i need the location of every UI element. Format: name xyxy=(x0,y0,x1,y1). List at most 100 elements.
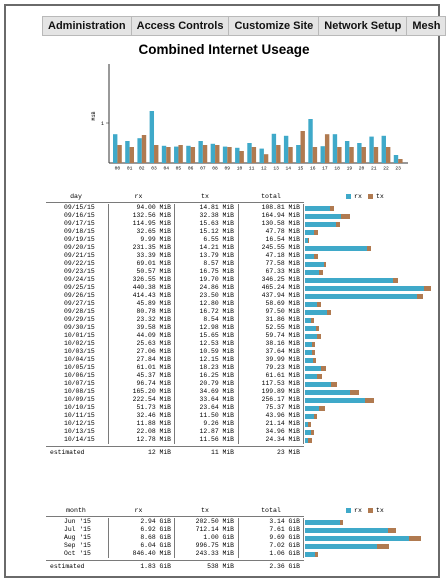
daily-row: 09/21/15 33.39 MiB 13.79 MiB 47.18 MiB xyxy=(46,252,426,260)
daily-row: 10/10/15 51.73 MiB 23.64 MiB 75.37 MiB xyxy=(46,404,426,412)
rx-usage-bar xyxy=(305,519,341,525)
y-tick-label: 1 xyxy=(101,121,104,127)
tx-bar xyxy=(117,145,122,163)
tx-usage-bar xyxy=(313,413,317,419)
estimated-rx: 12 MiB xyxy=(147,449,171,456)
cell-tot: 31.86 MiB xyxy=(265,316,300,323)
legend-rx: rx xyxy=(354,507,362,514)
tx-usage-bar xyxy=(388,527,397,533)
cell-tot: 1.06 GiB xyxy=(269,550,300,557)
cell-tx: 12.53 MiB xyxy=(199,340,234,347)
rx-bar xyxy=(283,135,289,163)
cell-day: 09/23/15 xyxy=(64,268,95,275)
cell-tot: 58.69 MiB xyxy=(265,300,300,307)
rx-bar xyxy=(174,146,179,163)
cell-tx: 11.56 MiB xyxy=(199,436,234,443)
tab-administration[interactable]: Administration xyxy=(43,17,132,35)
tx-usage-bar xyxy=(416,293,424,299)
cell-tx: 15.63 MiB xyxy=(199,220,234,227)
cell-tx: 1.00 GiB xyxy=(203,534,234,541)
estimated-tx: 538 MiB xyxy=(207,563,234,570)
cell-day: 10/13/15 xyxy=(64,428,95,435)
cell-day: 09/25/15 xyxy=(64,284,95,291)
daily-row: 10/09/15 222.54 MiB 33.64 MiB 256.17 MiB xyxy=(46,396,426,404)
cell-rx: 45.89 MiB xyxy=(136,300,171,307)
cell-rx: 414.43 MiB xyxy=(132,292,171,299)
cell-rx: 80.78 MiB xyxy=(136,308,171,315)
column-header-rx: rx xyxy=(134,193,143,200)
tx-bar xyxy=(251,147,257,163)
cell-tot: 9.69 GiB xyxy=(269,534,300,541)
rx-bar xyxy=(198,141,203,163)
daily-row: 09/27/15 45.89 MiB 12.80 MiB 58.69 MiB xyxy=(46,300,426,308)
x-tick-label: 09 xyxy=(225,166,231,172)
estimated-day: estimated xyxy=(50,449,85,456)
x-tick-label: 16 xyxy=(310,166,316,172)
cell-day: 09/19/15 xyxy=(64,236,95,243)
cell-tot: 465.24 MiB xyxy=(261,284,300,291)
tx-usage-bar xyxy=(365,397,375,403)
daily-row: 09/20/15 231.35 MiB 14.21 MiB 245.55 MiB xyxy=(46,244,426,252)
rx-usage-bar xyxy=(305,357,313,363)
rx-usage-bar xyxy=(305,285,424,291)
cell-rx: 94.00 MiB xyxy=(136,204,171,211)
cell-tot: 346.25 MiB xyxy=(261,276,300,283)
rx-bar xyxy=(235,147,240,163)
estimate-divider xyxy=(46,560,304,561)
daily-row: 10/12/15 11.88 MiB 9.26 MiB 21.14 MiB xyxy=(46,420,426,428)
rx-usage-bar xyxy=(305,293,417,299)
header-divider xyxy=(46,202,304,203)
rx-usage-bar xyxy=(305,349,313,355)
rx-usage-bar xyxy=(305,213,341,219)
tab-network-setup[interactable]: Network Setup xyxy=(319,17,408,35)
cell-tot: 117.53 MiB xyxy=(261,380,300,387)
daily-row: 10/04/15 27.84 MiB 12.15 MiB 39.99 MiB xyxy=(46,356,426,364)
rx-bar xyxy=(332,134,338,163)
tx-bar xyxy=(190,147,196,163)
rx-usage-bar xyxy=(305,253,314,259)
table-header: month rx tx total xyxy=(46,506,376,516)
x-tick-label: 22 xyxy=(383,166,389,172)
estimated-tx: 11 MiB xyxy=(210,449,234,456)
tx-usage-bar xyxy=(316,333,322,339)
rx-usage-bar xyxy=(305,527,389,533)
rx-bar xyxy=(344,141,350,163)
tab-mesh[interactable]: Mesh xyxy=(412,20,441,32)
rx-bar xyxy=(381,135,386,163)
estimated-row: estimated 1.83 GiB 538 MiB 2.36 GiB xyxy=(46,563,346,571)
cell-rx: 32.65 MiB xyxy=(136,228,171,235)
x-tick-label: 04 xyxy=(163,166,169,172)
cell-day: 09/29/15 xyxy=(64,316,95,323)
tab-access-controls[interactable]: Access Controls xyxy=(132,17,230,35)
cell-tx: 12.15 MiB xyxy=(199,356,234,363)
tab-customize-site[interactable]: Customize Site xyxy=(229,17,320,35)
cell-tot: 59.74 MiB xyxy=(265,332,300,339)
tx-usage-bar xyxy=(314,253,318,259)
cell-tx: 16.72 MiB xyxy=(199,308,234,315)
rx-usage-bar xyxy=(305,421,309,427)
rx-bar xyxy=(369,136,374,163)
column-divider xyxy=(238,204,239,444)
cell-tx: 24.86 MiB xyxy=(199,284,234,291)
tx-usage-bar xyxy=(331,381,337,387)
column-divider xyxy=(303,518,304,558)
estimated-day: estimated xyxy=(50,563,85,570)
cell-rx: 51.73 MiB xyxy=(136,404,171,411)
rx-usage-bar xyxy=(305,437,309,443)
cell-rx: 326.55 MiB xyxy=(132,276,171,283)
rx-usage-bar xyxy=(305,317,312,323)
cell-rx: 27.84 MiB xyxy=(136,356,171,363)
cell-tot: 39.99 MiB xyxy=(265,356,300,363)
x-tick-label: 01 xyxy=(127,166,133,172)
cell-rx: 45.37 MiB xyxy=(136,372,171,379)
tx-swatch xyxy=(367,194,373,199)
cell-tot: 47.78 MiB xyxy=(265,228,300,235)
daily-row: 10/13/15 22.08 MiB 12.87 MiB 34.96 MiB xyxy=(46,428,426,436)
cell-tx: 33.64 MiB xyxy=(199,396,234,403)
rx-usage-bar xyxy=(305,373,318,379)
rx-usage-bar xyxy=(305,551,315,557)
estimated-rx: 1.83 GiB xyxy=(140,563,171,570)
daily-row: 09/26/15 414.43 MiB 23.50 MiB 437.94 MiB xyxy=(46,292,426,300)
daily-row: 09/16/15 132.56 MiB 32.38 MiB 164.94 MiB xyxy=(46,212,426,220)
x-tick-label: 12 xyxy=(261,166,267,172)
